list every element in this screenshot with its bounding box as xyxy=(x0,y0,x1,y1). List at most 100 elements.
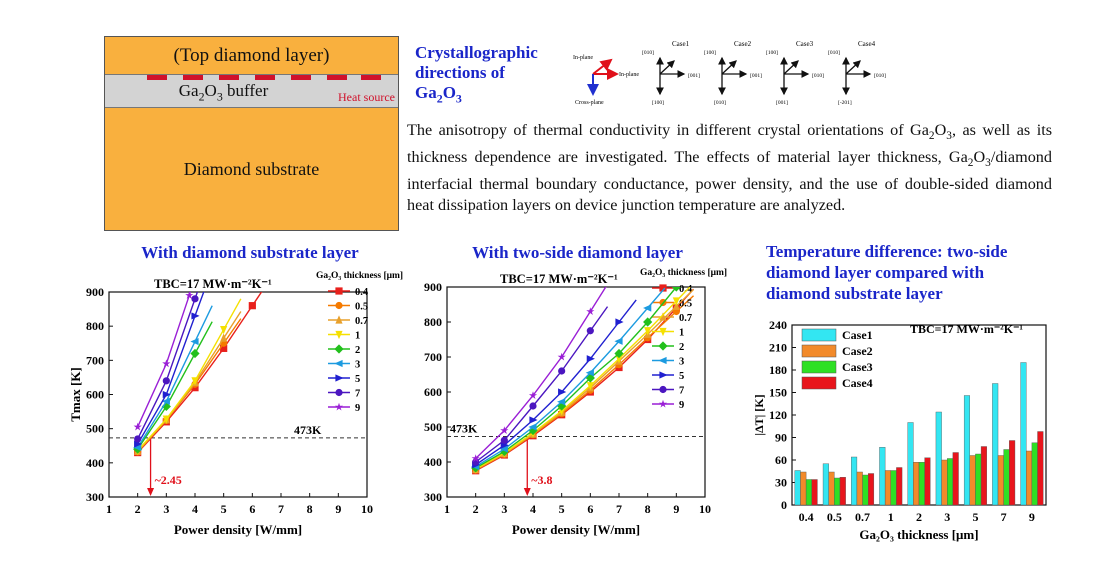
data-point xyxy=(643,304,652,312)
x-tick-label: 0.5 xyxy=(827,510,842,524)
x-tick-label: 3 xyxy=(163,502,169,516)
y-tick-label: 240 xyxy=(769,318,787,332)
x-tick-label: 10 xyxy=(699,502,711,516)
y-tick-label: 600 xyxy=(86,388,104,402)
data-point xyxy=(671,287,681,292)
bar-Case2 xyxy=(941,459,948,506)
legend-label: 7 xyxy=(355,389,360,400)
data-point xyxy=(162,390,171,399)
y-tick-label: 210 xyxy=(769,341,787,355)
heat-source-strip xyxy=(361,75,381,80)
case-label: Case3 xyxy=(796,40,814,48)
data-point xyxy=(190,337,199,346)
bar-Case4 xyxy=(811,479,818,506)
x-tick-label: 5 xyxy=(559,502,565,516)
legend-label: 7 xyxy=(679,386,684,397)
x-tick-label: 4 xyxy=(530,502,536,516)
direction-label: [010] xyxy=(812,73,824,79)
data-point xyxy=(586,307,595,315)
buffer-label: Ga2O3 buffer xyxy=(178,81,269,104)
bar-Case1 xyxy=(963,395,970,506)
x-tick-label: 5 xyxy=(221,502,227,516)
direction-label: [010] xyxy=(642,50,654,56)
x-tick-label: 8 xyxy=(645,502,651,516)
bar-Case1 xyxy=(794,470,801,506)
heat-source-strip xyxy=(147,75,167,80)
x-tick-label: 1 xyxy=(444,502,450,516)
x-tick-label: 9 xyxy=(1029,510,1035,524)
heat-source-strip xyxy=(255,75,275,80)
data-point xyxy=(672,297,680,306)
heat-source-strip xyxy=(183,75,203,80)
data-point xyxy=(615,355,623,364)
data-point xyxy=(334,344,344,354)
bar-Case1 xyxy=(935,411,942,506)
x-tick-label: 1 xyxy=(888,510,894,524)
data-point xyxy=(615,318,624,326)
chart2-line-plot: 1 2 3 4 5 6 7 8 9 10 300 400 500 600 700 800 900 Power de… xyxy=(424,268,727,537)
bar-Case3 xyxy=(918,462,925,506)
case-axes-2: Case2 [100] [001] [010] xyxy=(704,40,762,106)
data-point xyxy=(162,377,170,385)
x-tick-label: 7 xyxy=(278,502,284,516)
legend-swatch xyxy=(801,360,837,374)
threshold-label: ~2.45 xyxy=(155,473,182,487)
y-tick-label: 700 xyxy=(86,353,104,367)
data-point xyxy=(471,454,480,462)
data-point xyxy=(185,292,194,299)
y-tick-label: 0 xyxy=(781,498,787,512)
bar-Case1 xyxy=(851,456,858,506)
threshold-label: ~3.8 xyxy=(531,473,552,487)
data-point xyxy=(528,423,537,431)
x-tick-label: 0.7 xyxy=(855,510,870,524)
bar-Case3 xyxy=(805,479,812,506)
data-point xyxy=(672,301,680,310)
y-tick-label: 500 xyxy=(424,420,442,434)
x-tick-label: 10 xyxy=(361,502,373,516)
series-line xyxy=(137,292,199,440)
data-point xyxy=(659,312,667,321)
x-tick-label: 5 xyxy=(972,510,978,524)
data-point xyxy=(162,359,171,368)
bar-Case1 xyxy=(907,422,914,506)
legend-label: 5 xyxy=(679,371,684,382)
direction-label: [100] xyxy=(704,50,716,56)
legend-label: 5 xyxy=(355,374,360,385)
legend-label: 3 xyxy=(679,357,684,368)
data-point xyxy=(335,330,343,340)
y-tick-label: 400 xyxy=(424,455,442,469)
direction-label: [-201] xyxy=(838,100,852,106)
legend-label: Case4 xyxy=(842,376,873,390)
data-point xyxy=(614,337,623,345)
direction-label: [010] xyxy=(714,100,726,106)
data-point xyxy=(220,344,228,352)
tbc-annotation: TBC=17 MW·m⁻²K⁻¹ xyxy=(910,322,1023,336)
bar-Case3 xyxy=(1031,442,1038,506)
heat-source-strip xyxy=(291,75,311,80)
threshold-arrow-head xyxy=(523,488,531,496)
direction-label: [001] xyxy=(688,73,700,79)
tbc-annotation: TBC=17 MW·m⁻²K⁻¹ xyxy=(500,272,618,286)
x-tick-label: 9 xyxy=(673,502,679,516)
bar-Case2 xyxy=(1026,450,1033,506)
heat-source-strip xyxy=(327,75,347,80)
axis-arrow xyxy=(845,60,861,75)
direction-label: [010] xyxy=(874,73,886,79)
legend-label: 2 xyxy=(679,342,684,353)
bar-Case1 xyxy=(1020,362,1027,506)
x-axis-label: Power density [W/mm] xyxy=(512,522,640,537)
tbc-annotation: TBC=17 MW·m⁻²K⁻¹ xyxy=(154,277,272,291)
y-tick-label: 60 xyxy=(775,453,787,467)
x-tick-label: 9 xyxy=(335,502,341,516)
legend-label: 9 xyxy=(679,400,684,411)
bar-Case4 xyxy=(839,477,846,506)
data-point xyxy=(558,367,566,375)
heat-source-strip xyxy=(219,75,239,80)
data-point xyxy=(220,325,228,335)
data-point xyxy=(659,385,667,394)
data-point xyxy=(500,426,509,434)
legend-label: 1 xyxy=(679,328,684,339)
series-line xyxy=(475,306,609,463)
data-point xyxy=(558,407,566,416)
case-axes-1: Case1 [010] [001] [100] xyxy=(642,40,700,106)
